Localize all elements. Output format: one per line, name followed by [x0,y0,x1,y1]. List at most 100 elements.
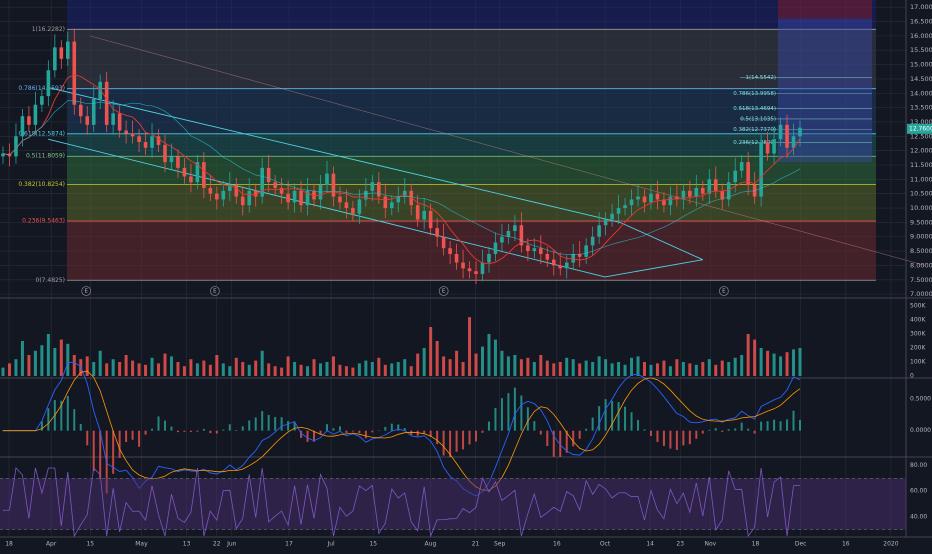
volume-bar [448,359,452,376]
volume-bar [383,364,387,376]
volume-bar [286,356,290,376]
fib-label: 0.5(11.8059) [26,153,65,160]
macd-histogram-bar [546,430,549,447]
macd-histogram-bar [572,430,575,447]
time-axis-label: Apr [46,541,57,548]
candle-body [597,225,601,237]
macd-histogram-bar [436,430,439,445]
candle-body [422,210,426,220]
volume-bar [532,362,536,376]
candle-body [571,253,576,263]
volume-bar [565,357,569,376]
candle-body [286,193,290,203]
volume-bar [435,341,439,376]
macd-histogram-bar [734,428,737,431]
volume-bar [597,356,601,376]
price-axis-tick: 10.5000 [910,190,932,198]
macd-histogram-bar [338,426,341,431]
candle-body [40,96,44,105]
time-axis-label: Jul [326,541,335,548]
macd-histogram-bar [533,421,536,431]
candle-body [169,156,174,163]
macd-histogram-bar [520,395,523,431]
volume-bar [157,363,161,376]
volume-bar [254,360,258,376]
candle-body [176,156,180,168]
time-axis-label: 22 [213,541,221,548]
macd-histogram-bar [189,430,192,433]
macd-histogram-bar [86,430,89,446]
volume-bar [189,359,193,376]
volume-axis-tick: 400K [910,317,926,324]
macd-histogram-bar [468,430,471,445]
candle-body [798,127,802,137]
candle-body [487,253,491,263]
candle-body [1,153,5,157]
candle-body [506,231,511,237]
candle-body [357,199,362,214]
candle-body [221,190,226,200]
macd-histogram-bar [364,430,367,439]
fib-right-label: 0.236(12.2820) [733,140,776,146]
price-axis-tick: 15.5000 [910,46,932,54]
macd-histogram-bar [611,400,614,431]
candle-body [402,190,407,197]
price-axis-tick: 15.0000 [910,61,932,69]
macd-histogram-bar [643,429,646,431]
macd-histogram-bar [390,423,393,431]
candle-body [461,262,465,269]
volume-bar [779,356,783,376]
volume-bar [584,360,588,376]
candle-body [364,190,368,200]
candle-body [85,116,90,125]
candle-body [616,208,621,214]
volume-bar [707,359,711,376]
macd-histogram-bar [416,430,419,436]
macd-histogram-bar [73,409,76,431]
time-axis-label: 2020 [883,541,898,548]
candle-body [143,142,148,148]
candle-body [389,202,394,209]
price-axis-tick: 13.5000 [910,104,932,112]
candle-body [396,196,401,203]
candle-body [778,124,783,140]
candle-body [662,199,666,206]
volume-bar [727,362,731,376]
volume-bar [241,362,245,376]
candle-body [46,70,51,97]
macd-histogram-bar [384,426,387,431]
volume-bar [338,364,342,376]
macd-histogram-bar [131,430,134,440]
rsi-axis-tick: 60.00 [910,488,927,495]
fib-label: 0.786(14.1593) [18,85,65,92]
fib-label: 0.382(10.8254) [18,181,65,188]
volume-bar [753,339,757,376]
volume-bar [558,362,562,376]
macd-histogram-bar [332,428,335,431]
price-axis-tick: 12.0000 [910,147,932,155]
macd-histogram-bar [552,430,555,457]
volume-bar [176,362,180,376]
volume-bar [552,363,556,376]
candle-body [111,113,115,125]
volume-bar [396,362,400,376]
volume-bar [46,334,50,376]
candle-body [370,182,375,191]
candle-body [202,162,206,188]
volume-bar [455,350,459,376]
volume-bar [468,317,472,376]
volume-bar [66,343,70,376]
candle-body [577,253,582,257]
price-axis-tick: 14.5000 [910,75,932,83]
macd-histogram-bar [513,387,516,431]
candle-body [150,136,154,148]
volume-bar [260,350,264,376]
volume-axis-tick: 200K [910,345,926,352]
macd-histogram-bar [235,430,238,431]
volume-bar [792,349,796,376]
time-axis-label: May [135,541,148,548]
candle-body [681,190,686,200]
candle-body [701,187,705,194]
earnings-marker [210,286,220,296]
fib-right-label: 0.382(12.7370) [733,127,776,133]
